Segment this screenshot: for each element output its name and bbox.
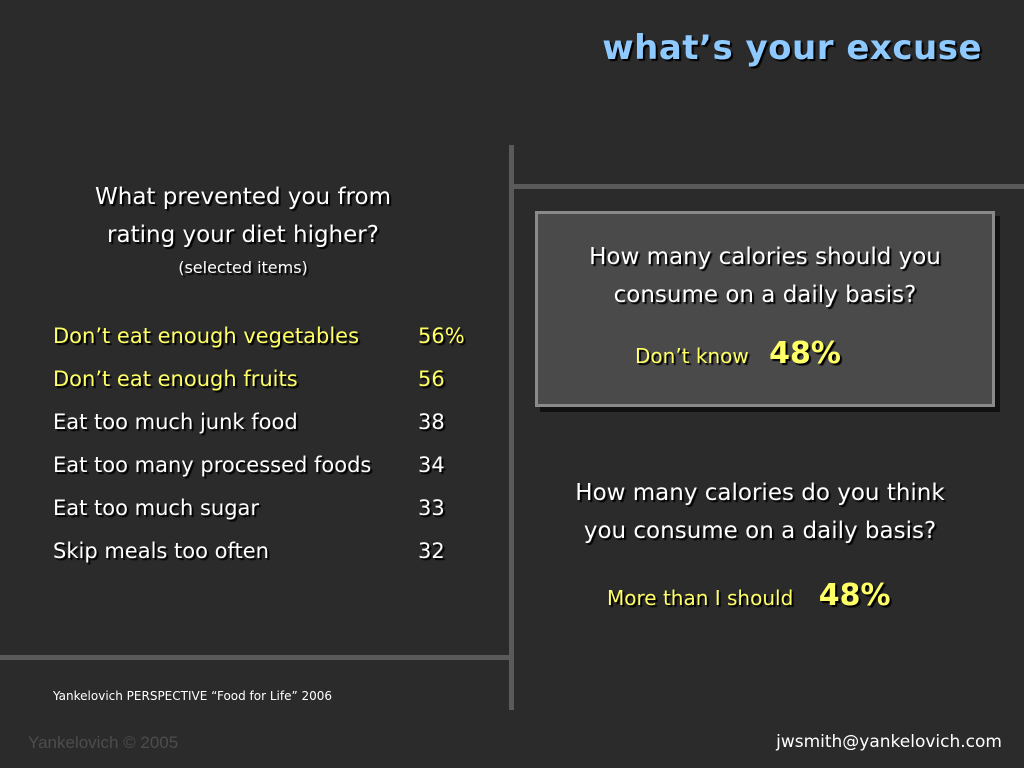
list-item: Don’t eat enough vegetables 56% [53, 321, 473, 351]
left-question-line1: What prevented you from [95, 184, 391, 210]
list-item: Eat too many processed foods 34 [53, 450, 473, 480]
second-question-line1: How many calories do you think [575, 480, 945, 506]
box-question-line2: consume on a daily basis? [613, 282, 917, 308]
footer-copyright: Yankelovich © 2005 [28, 733, 179, 752]
item-label: Skip meals too often [53, 539, 269, 563]
left-question-line2: rating your diet higher? [107, 222, 379, 248]
list-item: Skip meals too often 32 [53, 536, 473, 566]
selected-items-note: (selected items) [178, 258, 308, 277]
item-label: Don’t eat enough fruits [53, 367, 298, 391]
item-value: 32 [418, 539, 445, 563]
left-question: What prevented you from rating your diet… [28, 178, 458, 254]
box-answer-percent: 48% [769, 336, 841, 371]
box-answer: Don’t know 48% [635, 336, 841, 371]
calorie-knowledge-box: How many calories should you consume on … [535, 211, 995, 407]
page-title: what’s your excuse [602, 28, 982, 68]
box-answer-label: Don’t know [635, 344, 749, 368]
second-question: How many calories do you think you consu… [540, 474, 980, 550]
item-label: Eat too much sugar [53, 496, 260, 520]
item-value: 33 [418, 496, 445, 520]
item-label: Don’t eat enough vegetables [53, 324, 360, 348]
left-bottom-divider [0, 655, 509, 660]
list-item: Eat too much junk food 38 [53, 407, 473, 437]
item-value: 56 [418, 367, 445, 391]
item-value: 38 [418, 410, 445, 434]
second-answer-label: More than I should [607, 586, 794, 610]
second-answer-percent: 48% [818, 578, 891, 613]
item-label: Eat too much junk food [53, 410, 298, 434]
footer-email: jwsmith@yankelovich.com [776, 732, 1002, 752]
second-answer: More than I should 48% [607, 578, 891, 613]
item-label: Eat too many processed foods [53, 453, 372, 477]
right-top-divider [514, 184, 1024, 189]
item-value: 34 [418, 453, 445, 477]
second-question-line2: you consume on a daily basis? [583, 518, 937, 544]
box-question: How many calories should you consume on … [538, 238, 992, 314]
box-question-line1: How many calories should you [589, 244, 941, 270]
list-item: Don’t eat enough fruits 56 [53, 364, 473, 394]
item-value: 56% [418, 324, 465, 348]
list-item: Eat too much sugar 33 [53, 493, 473, 523]
source-note: Yankelovich PERSPECTIVE “Food for Life” … [53, 689, 333, 703]
vertical-divider [509, 145, 514, 710]
